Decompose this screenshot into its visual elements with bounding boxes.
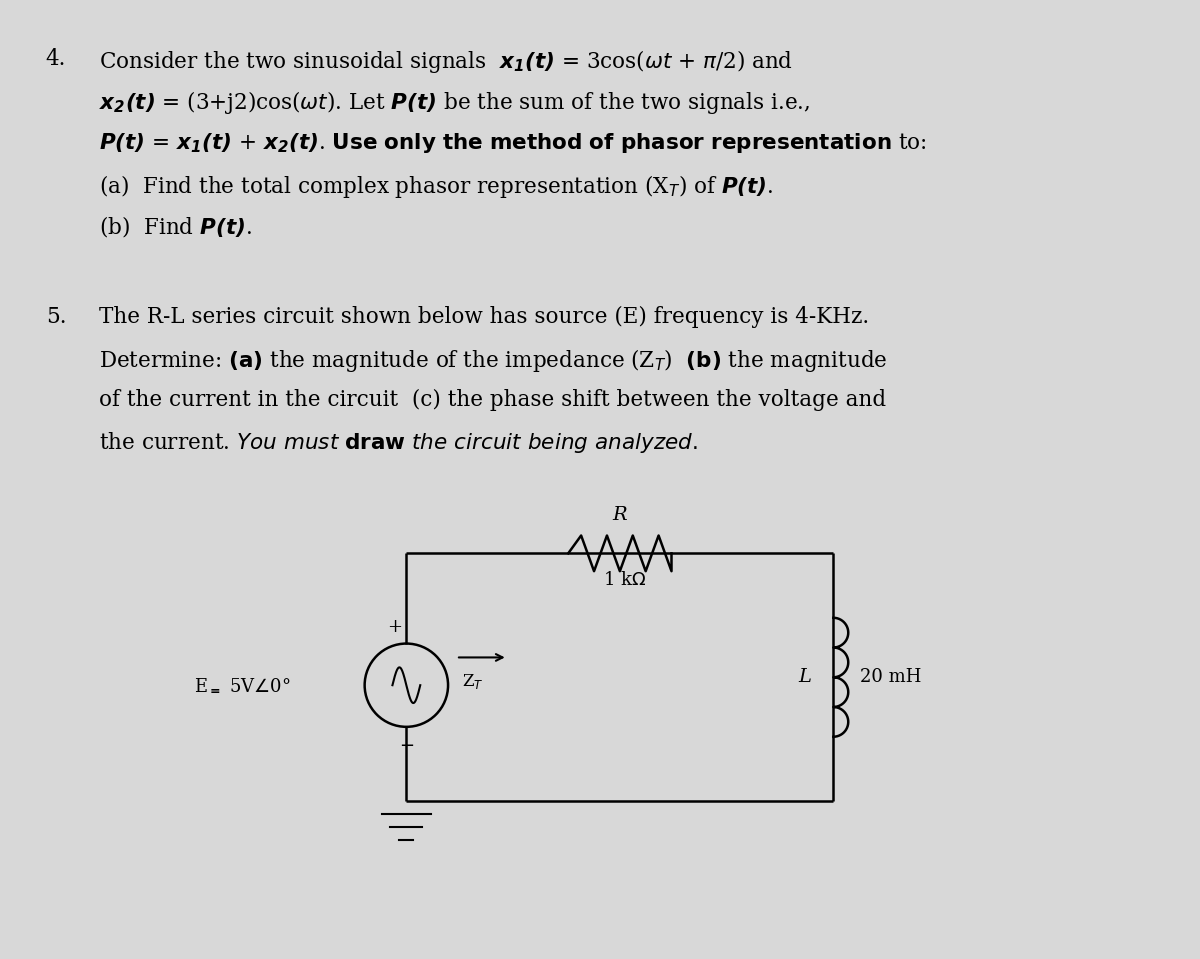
Text: the current. $\mathit{You\ must}$ $\mathbf{draw}$ $\mathit{the\ circuit\ being\ : the current. $\mathit{You\ must}$ $\math… [98,431,697,456]
Text: Determine: $\mathbf{(a)}$ the magnitude of the impedance (Z$_T$)  $\mathbf{(b)}$: Determine: $\mathbf{(a)}$ the magnitude … [98,347,887,374]
Text: (a)  Find the total complex phasor representation (X$_T$) of $\bfit{P}(t)$.: (a) Find the total complex phasor repres… [98,173,773,199]
Text: R: R [612,505,628,524]
Text: E$\mathbf{_=}$ 5V$\angle$0°: E$\mathbf{_=}$ 5V$\angle$0° [194,676,290,694]
Text: 1 k$\Omega$: 1 k$\Omega$ [604,572,647,589]
Text: $-$: $-$ [398,735,414,753]
Text: of the current in the circuit  (c) the phase shift between the voltage and: of the current in the circuit (c) the ph… [98,388,886,410]
Text: 4.: 4. [46,48,66,70]
Text: (b)  Find $\bfit{P}(t)$.: (b) Find $\bfit{P}(t)$. [98,214,251,240]
Text: Z$_T$: Z$_T$ [462,672,484,691]
Text: L: L [798,668,811,687]
Text: 5.: 5. [46,306,66,328]
Text: +: + [386,618,402,636]
Text: $\bfit{P}(t)$ = $\bfit{x}_1(t)$ + $\bfit{x}_2(t)$. $\mathit{\mathbf{Use\ only\ t: $\bfit{P}(t)$ = $\bfit{x}_1(t)$ + $\bfit… [98,131,926,155]
Text: $\bfit{x}_2(t)$ = (3+j2)cos($\omega t$). Let $\bfit{P}(t)$ be the sum of the two: $\bfit{x}_2(t)$ = (3+j2)cos($\omega t$).… [98,89,810,116]
Text: 20 mH: 20 mH [860,668,922,687]
Text: Consider the two sinusoidal signals  $\bfit{x}_1(t)$ = 3cos($\omega t$ + $\pi$/2: Consider the two sinusoidal signals $\bf… [98,48,793,75]
Text: The R-L series circuit shown below has source (E) frequency is 4-KHz.: The R-L series circuit shown below has s… [98,306,869,328]
